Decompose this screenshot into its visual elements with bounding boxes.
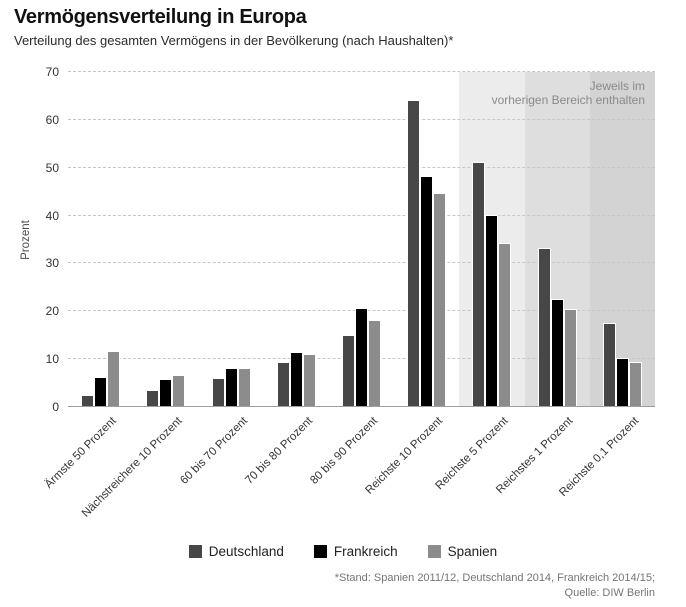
bar-group: Reichste 10 Prozent [363,72,459,497]
bar-deutschland [147,390,159,407]
y-tick-label-10: 10 [45,352,59,367]
bar-deutschland [408,101,420,407]
bar-deutschland [277,362,289,407]
annotation-note: Jeweils im vorherigen Bereich enthalten [492,79,645,107]
bar-group: 60 bis 70 Prozent [178,72,263,487]
y-tick-label-70: 70 [45,65,59,79]
gridline-30 [68,262,655,264]
gridline-50 [68,166,655,168]
bar-deutschland [82,396,94,407]
bar-group: Nächstreichere 10 Prozent [80,72,198,520]
legend-swatch-icon [313,545,327,558]
legend-label: Spanien [447,544,498,559]
x-tick-label: 60 bis 70 Prozent [177,415,250,487]
bar-spanien [238,368,250,407]
bar-frankreich [225,368,237,407]
bar-deutschland [212,379,224,407]
source-note-line-1: *Stand: Spanien 2011/12, Deutschland 201… [334,572,655,584]
legend: Deutschland Frankreich Spanien [0,544,686,559]
bar-row [394,72,459,407]
bar-spanien [368,320,380,407]
bar-deutschland [342,335,354,407]
legend-label: Deutschland [208,544,284,559]
source-note: *Stand: Spanien 2011/12, Deutschland 201… [335,571,655,600]
bar-spanien [499,244,511,407]
bar-frankreich [421,177,433,407]
bar-row [264,72,329,407]
bar-spanien [303,355,315,407]
y-tick-label-20: 20 [45,304,59,319]
x-tick-label: 70 bis 80 Prozent [242,415,315,487]
y-tick-label-50: 50 [45,160,59,175]
legend-label: Frankreich [333,544,398,559]
legend-item-spanien: Spanien [427,544,498,559]
gridline-70 [68,71,655,72]
bar-frankreich [355,308,367,407]
bar-row [329,72,394,407]
chart-subtitle: Verteilung des gesamten Vermögens in der… [14,33,454,48]
bar-group: Reichstes 1 Prozent [494,72,590,496]
bar-spanien [564,310,576,407]
plot-area: 0 10 20 30 40 50 60 70 Ärmste 50 Prozent Nächstr… [43,65,655,520]
source-note-line-2: Quelle: DIW Berlin [564,586,655,599]
bar-group: Reichste 5 Prozent [433,72,524,492]
bar-spanien [434,194,446,407]
chart-title: Vermögensverteilung in Europa [14,6,307,28]
y-tick-label-40: 40 [45,208,59,223]
annotation-line-2: vorherigen Bereich enthalten [491,93,645,107]
bar-group: Ärmste 50 Prozent [43,72,133,491]
x-tick-label: Reichste 5 Prozent [433,415,511,493]
bar-deutschland [538,249,550,407]
bar-spanien [108,351,120,407]
y-axis-label: Prozent [20,220,32,260]
bar-row [133,72,198,407]
annotation-line-1: Jeweils im [589,79,645,93]
bar-spanien [173,376,185,407]
bar-deutschland [473,162,485,407]
bar-spanien [629,362,641,407]
bar-row [459,72,524,407]
bar-frankreich [95,378,107,407]
legend-swatch-icon [188,545,202,558]
bar-group: 80 bis 90 Prozent [308,72,394,487]
highlight-band-3 [589,72,655,407]
x-tick-label: 80 bis 90 Prozent [308,415,380,487]
bar-row [198,72,263,407]
gridline-60 [68,118,655,120]
bar-group: 70 bis 80 Prozent [243,72,329,487]
y-tick-label-30: 30 [45,256,59,271]
bar-frankreich [616,359,628,407]
bar-row [68,72,133,407]
bar-deutschland [603,323,615,407]
bar-groups: Ärmste 50 Prozent Nächstreichere 10 Proze… [43,72,655,520]
bar-frankreich [290,353,302,407]
bar-frankreich [551,300,563,407]
bar-frankreich [160,380,172,407]
legend-item-deutschland: Deutschland [188,544,284,559]
x-tick-label: Ärmste 50 Prozent [43,415,120,491]
gridline-40 [68,214,655,216]
x-axis-line [68,406,655,407]
y-tick-label-60: 60 [45,112,59,127]
bar-row [525,72,590,407]
highlight-bands [68,72,655,407]
y-tick-label-0: 0 [52,400,59,414]
bar-frankreich [486,215,498,407]
legend-item-frankreich: Frankreich [313,544,398,559]
bar-group: Reichste 0,1 Prozent [557,72,655,499]
legend-swatch-icon [427,545,441,558]
bar-row [590,72,655,407]
